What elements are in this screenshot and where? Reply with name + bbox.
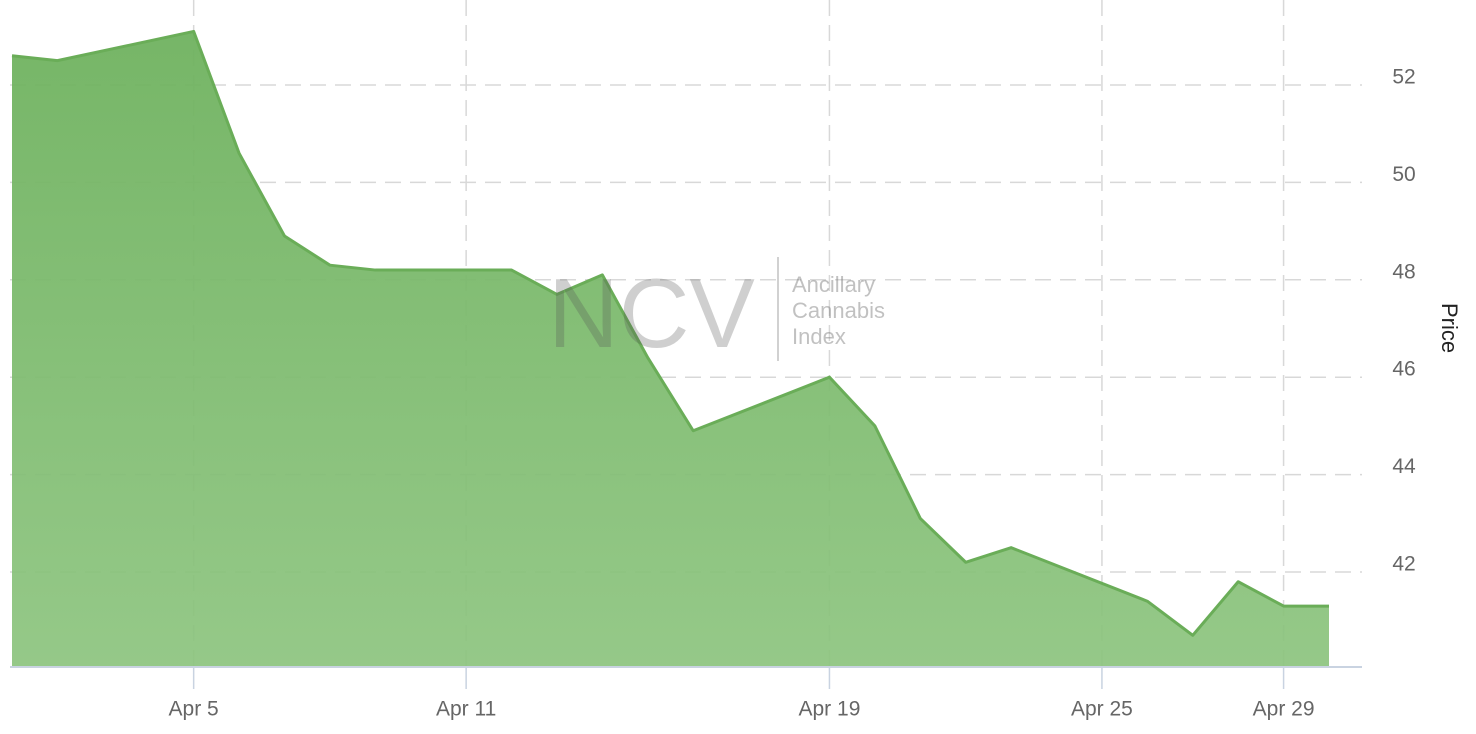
x-tick-label: Apr 11 [436,698,496,721]
price-point [1328,605,1331,608]
price-point [238,152,241,155]
price-point [283,234,286,237]
y-axis-title: Price [1437,303,1462,353]
watermark-logo: NCV [548,258,755,368]
price-point [828,376,831,379]
price-point [1146,600,1149,603]
price-point [919,517,922,520]
watermark-line: Cannabis [792,298,885,323]
x-tick-label: Apr 25 [1071,698,1133,721]
price-point [374,269,377,272]
x-tick-label: Apr 29 [1253,698,1315,721]
price-point [56,59,59,62]
y-tick-label: 44 [1392,455,1416,478]
price-point [510,269,513,272]
price-area-fill [12,31,1329,668]
price-line [11,29,1329,637]
price-area [11,29,1331,668]
y-tick-label: 46 [1392,358,1415,381]
price-point [1010,546,1013,549]
price-point [328,264,331,267]
price-point [1237,580,1240,583]
price-point [192,30,195,33]
price-point [964,561,967,564]
y-tick-label: 42 [1392,553,1415,576]
y-tick-label: 48 [1392,260,1415,283]
watermark-line: Ancillary [792,272,875,297]
price-point [1282,605,1285,608]
watermark-line: Index [792,324,846,349]
axes: 42 44 46 48 50 52 Apr 5 Apr 11 Apr 19 Apr 25 Apr 2… [10,66,1462,721]
y-tick-label: 50 [1392,163,1415,186]
x-tick-label: Apr 5 [169,698,219,721]
y-tick-label: 52 [1392,66,1415,89]
price-point [873,424,876,427]
price-point [1191,634,1194,637]
x-tick-label: Apr 19 [799,698,861,721]
ncv-watermark: NCV Ancillary Cannabis Index [548,257,885,368]
price-point [11,54,14,57]
price-point [692,429,695,432]
